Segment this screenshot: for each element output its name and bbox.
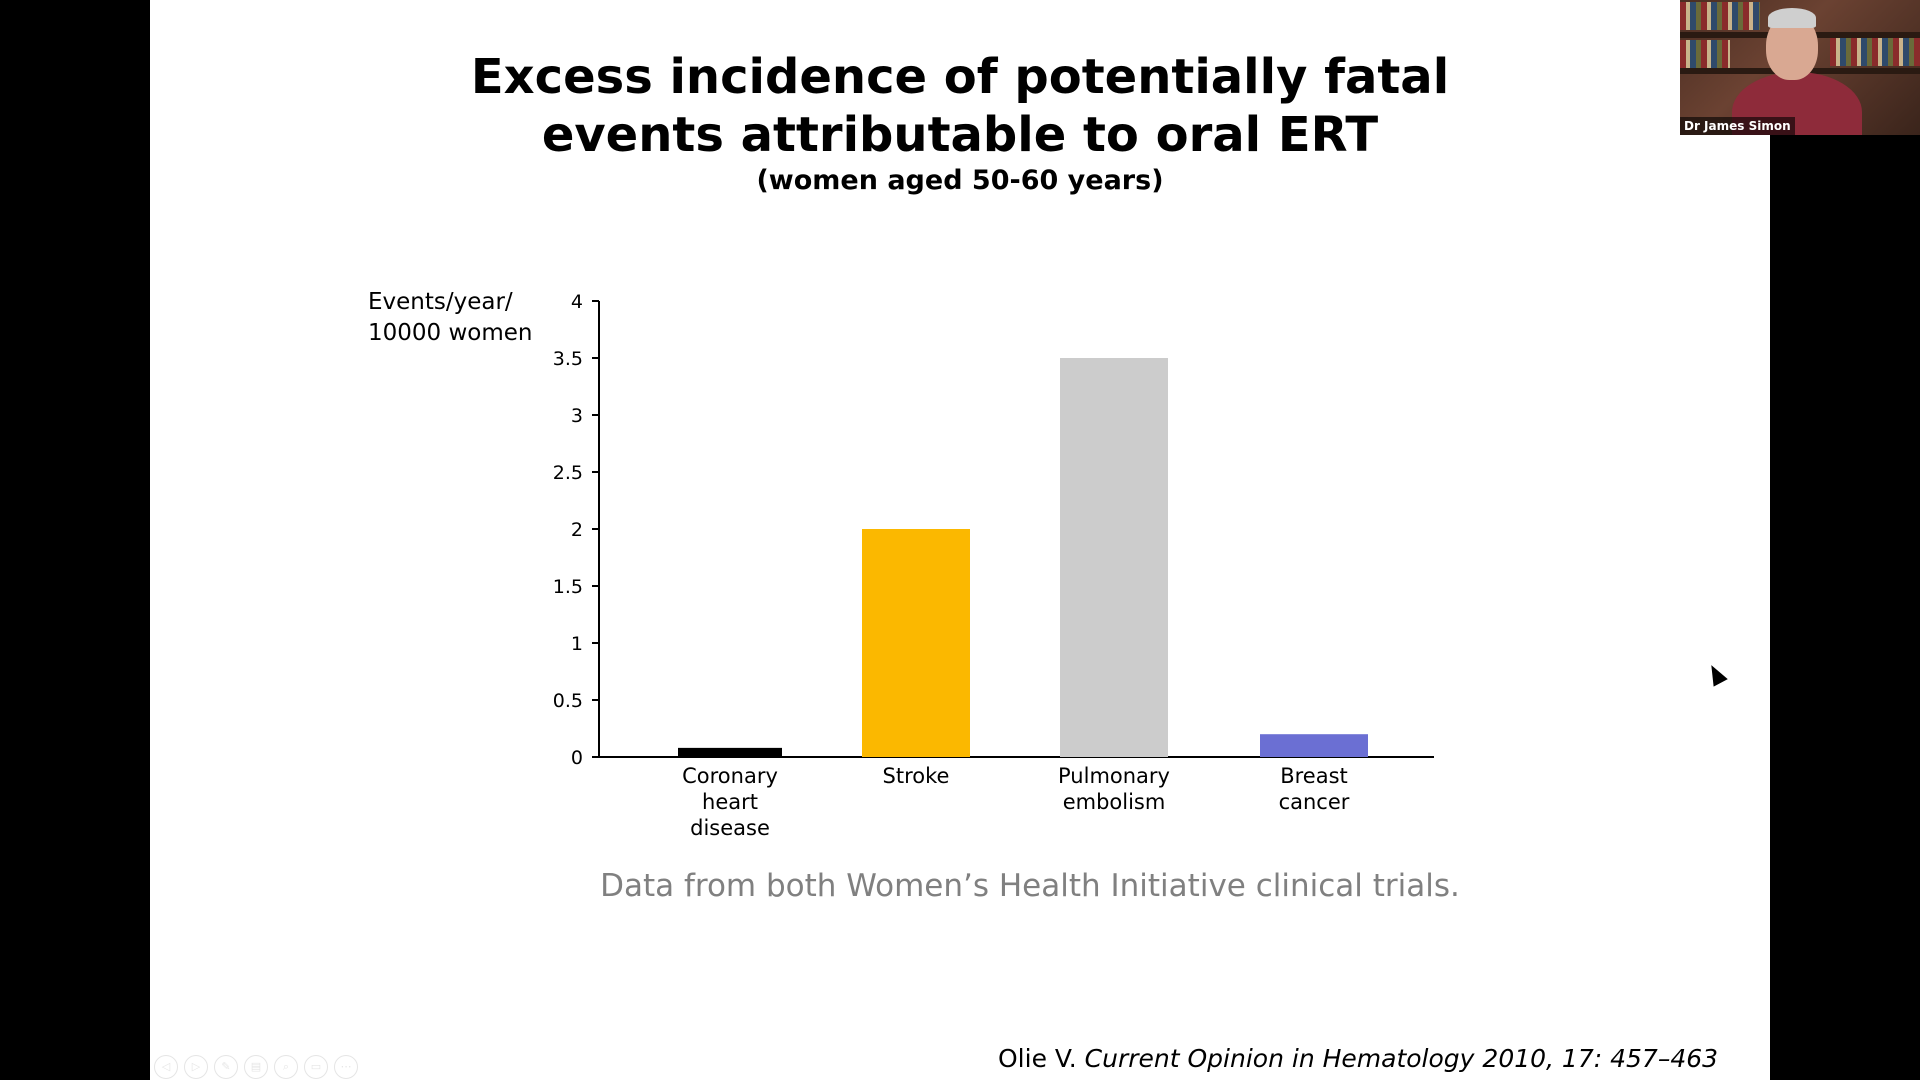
slide-title-line-2: events attributable to oral ERT <box>541 107 1379 163</box>
slides-icon[interactable]: ▤ <box>244 1055 268 1079</box>
y-tick-label: 1 <box>571 633 583 655</box>
y-tick-label: 0 <box>571 747 583 769</box>
slide-subtitle: (women aged 50-60 years) <box>756 165 1164 196</box>
data-source-caption: Data from both Women’s Health Initiative… <box>600 868 1460 904</box>
subtitles-icon[interactable]: ▭ <box>304 1055 328 1079</box>
y-tick-label: 2 <box>571 519 583 541</box>
presentation-slide: Excess incidence of potentially fatal ev… <box>150 0 1770 1080</box>
prev-slide-icon[interactable]: ◁ <box>154 1055 178 1079</box>
pen-icon[interactable]: ✎ <box>214 1055 238 1079</box>
webcam-video-tile[interactable]: Dr James Simon <box>1680 0 1920 135</box>
next-slide-icon[interactable]: ▷ <box>184 1055 208 1079</box>
bar-3 <box>1060 358 1168 757</box>
slide-title-line-1: Excess incidence of potentially fatal <box>470 49 1450 105</box>
y-axis-label-line-2: 10000 women <box>368 320 533 346</box>
y-tick-label: 3.5 <box>553 348 583 370</box>
y-tick-label: 1.5 <box>553 576 583 598</box>
citation-source: Current Opinion in Hematology 2010, 17: … <box>1084 1044 1719 1073</box>
bookshelf-books-top <box>1680 2 1760 30</box>
bar-2 <box>862 529 970 757</box>
y-axis-label: Events/year/ 10000 women <box>368 287 533 349</box>
webcam-person-hair <box>1768 8 1816 28</box>
y-tick-label: 2.5 <box>553 462 583 484</box>
x-category-label: heart <box>702 790 758 814</box>
x-category-label: cancer <box>1279 790 1350 814</box>
x-category-label: Stroke <box>883 764 950 788</box>
x-category-label: Breast <box>1280 764 1348 788</box>
bookshelf-books-middle <box>1830 38 1920 66</box>
x-category-label: Coronary <box>682 764 778 788</box>
bookshelf-books-left <box>1680 40 1730 68</box>
slide-title: Excess incidence of potentially fatal ev… <box>150 48 1770 164</box>
x-category-label: Pulmonary <box>1058 764 1170 788</box>
y-tick-label: 3 <box>571 405 583 427</box>
citation: Olie V. Current Opinion in Hematology 20… <box>998 1044 1718 1073</box>
zoom-icon[interactable]: ⌕ <box>274 1055 298 1079</box>
bar-4 <box>1260 734 1368 757</box>
x-category-label: disease <box>690 816 770 840</box>
citation-author: Olie V. <box>998 1044 1085 1073</box>
slide-nav-toolbar: ◁ ▷ ✎ ▤ ⌕ ▭ ⋯ <box>154 1055 358 1079</box>
webcam-participant-name: Dr James Simon <box>1680 117 1795 135</box>
y-axis-label-line-1: Events/year/ <box>368 289 513 315</box>
y-tick-label: 0.5 <box>553 690 583 712</box>
bar-1 <box>678 747 782 757</box>
x-category-label: embolism <box>1063 790 1166 814</box>
more-icon[interactable]: ⋯ <box>334 1055 358 1079</box>
y-tick-label: 4 <box>571 291 583 313</box>
